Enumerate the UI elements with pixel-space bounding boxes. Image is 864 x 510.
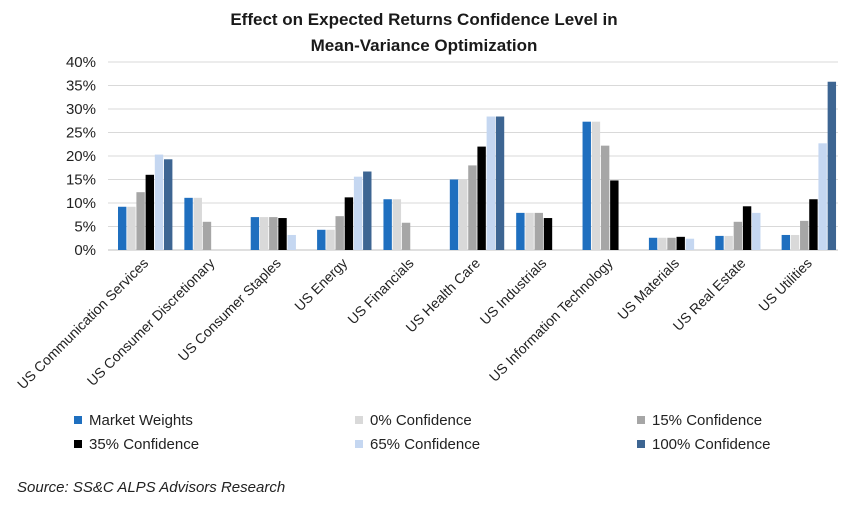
x-category-label: US Energy — [291, 255, 350, 314]
legend-swatch — [355, 440, 363, 448]
legend-swatch — [637, 416, 645, 424]
legend-label: 100% Confidence — [652, 436, 770, 453]
bar — [344, 197, 354, 250]
bars — [118, 81, 837, 251]
legend-swatch — [637, 440, 645, 448]
bar — [193, 197, 202, 250]
bar — [278, 218, 287, 250]
bar — [250, 217, 260, 250]
bar — [202, 221, 212, 250]
bar — [459, 179, 468, 250]
bar — [667, 237, 676, 250]
bar — [525, 212, 534, 250]
chart-title-line-1: Effect on Expected Returns Confidence Le… — [230, 10, 617, 29]
bar — [136, 192, 145, 250]
bar — [516, 212, 525, 250]
y-tick-label: 10% — [66, 195, 96, 212]
bar — [685, 238, 695, 250]
legend: Market Weights 0% Confidence 15% Confidenc… — [74, 412, 770, 453]
bar — [676, 236, 685, 250]
bar — [591, 121, 601, 250]
x-category-label: US Consumer Discretionary — [84, 255, 218, 389]
bar — [383, 199, 392, 250]
legend-label: 15% Confidence — [652, 412, 762, 429]
bar — [534, 212, 543, 250]
legend-swatch — [355, 416, 363, 424]
bar — [742, 206, 752, 250]
bar — [127, 206, 136, 250]
bar — [790, 234, 800, 250]
y-axis-ticks: 0% 5% 10% 15% 20% 25% 30% 35% 40% — [66, 54, 96, 259]
y-tick-label: 30% — [66, 101, 96, 118]
bar — [392, 199, 402, 250]
bar — [733, 221, 743, 250]
chart-title-line-2: Mean-Variance Optimization — [311, 36, 538, 55]
bar — [582, 121, 591, 250]
bar — [800, 220, 809, 250]
bar — [118, 206, 127, 250]
bar — [543, 218, 553, 250]
bar — [353, 176, 363, 250]
bar — [326, 229, 335, 250]
y-tick-label: 40% — [66, 54, 96, 71]
bar — [495, 116, 505, 251]
bar — [269, 217, 278, 250]
bar — [658, 237, 667, 250]
y-tick-label: 0% — [74, 242, 96, 259]
y-tick-label: 35% — [66, 78, 96, 95]
bar — [154, 154, 164, 250]
y-tick-label: 25% — [66, 125, 96, 142]
bar — [600, 145, 610, 250]
bar — [486, 116, 496, 251]
bar — [724, 235, 733, 250]
y-tick-label: 5% — [74, 219, 96, 236]
bar — [287, 234, 296, 250]
bar — [145, 174, 154, 250]
bar — [317, 229, 326, 250]
source-note: Source: SS&C ALPS Advisors Research — [17, 479, 285, 496]
legend-label: 35% Confidence — [89, 436, 199, 453]
legend-label: 0% Confidence — [370, 412, 472, 429]
bar — [818, 143, 827, 250]
legend-swatch — [74, 416, 82, 424]
bar — [401, 222, 411, 250]
bar — [184, 197, 193, 250]
bar — [468, 165, 477, 250]
y-tick-label: 20% — [66, 148, 96, 165]
y-tick-label: 15% — [66, 172, 96, 189]
bar — [335, 216, 344, 250]
bar — [809, 199, 818, 250]
legend-swatch — [74, 440, 82, 448]
bar — [449, 179, 459, 250]
bar — [164, 159, 173, 250]
bar — [363, 171, 372, 250]
grid — [108, 61, 838, 251]
bar — [781, 234, 791, 250]
x-category-label: US Communication Services — [14, 255, 151, 392]
bar — [610, 180, 619, 250]
x-category-label: US Industrials — [477, 255, 550, 328]
legend-label: 65% Confidence — [370, 436, 480, 453]
x-category-label: US Utilities — [755, 255, 815, 315]
bar — [752, 212, 761, 250]
bar — [648, 237, 658, 250]
x-category-label: US Materials — [614, 255, 682, 323]
bar — [715, 235, 724, 250]
x-category-label: US Financials — [344, 255, 416, 327]
x-category-label: US Information Technology — [486, 255, 616, 385]
legend-label: Market Weights — [89, 412, 193, 429]
bar — [477, 146, 486, 250]
bar — [259, 217, 269, 250]
bar — [827, 81, 837, 251]
